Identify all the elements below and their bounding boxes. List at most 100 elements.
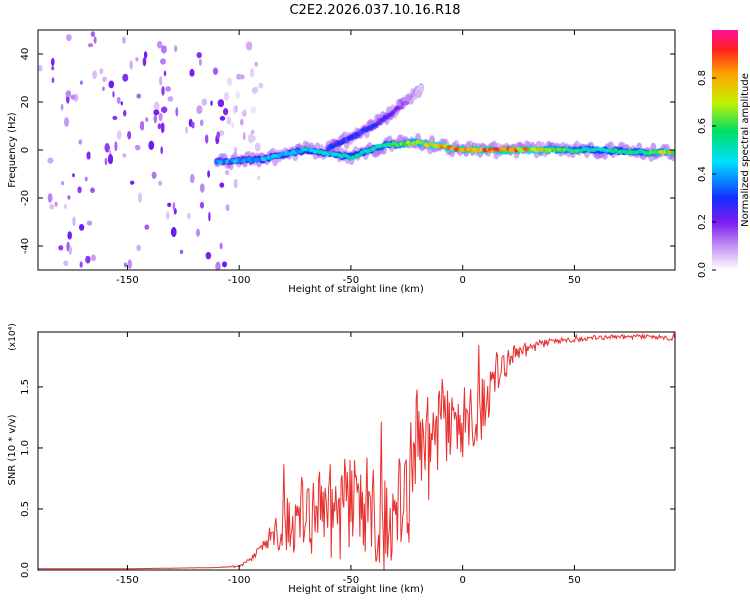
noise-speckle xyxy=(67,195,71,200)
noise-speckle xyxy=(79,80,83,85)
noise-speckle xyxy=(157,123,162,130)
snr-scale-label: (x10⁴) xyxy=(8,323,18,350)
noise-speckle xyxy=(142,57,147,67)
noise-speckle xyxy=(151,171,157,179)
colorbar-tick-label: 0.4 xyxy=(697,166,708,182)
spectrogram-ylabel: Frequency (Hz) xyxy=(7,112,18,188)
noise-speckle xyxy=(51,57,55,67)
noise-speckle xyxy=(66,34,72,42)
noise-speckle xyxy=(85,256,91,264)
spectrogram-panel: -150 -100 -50 0 50 -40 -20 0 20 40 Height of stra… xyxy=(7,29,676,295)
y-tick-label: -20 xyxy=(20,190,31,206)
noise-speckle xyxy=(127,259,132,270)
noise-speckle xyxy=(246,41,253,51)
noise-speckle xyxy=(179,249,184,254)
noise-speckle xyxy=(240,118,244,126)
x-tick-label: 50 xyxy=(568,575,581,586)
noise-speckle xyxy=(60,103,64,111)
noise-speckle xyxy=(93,36,97,44)
noise-speckle xyxy=(38,65,43,72)
noise-speckle xyxy=(123,110,127,117)
noise-speckle xyxy=(72,216,76,226)
noise-speckle xyxy=(219,182,225,188)
y-tick-label: 0.0 xyxy=(20,562,31,578)
noise-speckle xyxy=(185,126,188,134)
noise-speckle xyxy=(219,116,226,121)
noise-speckle xyxy=(122,36,126,44)
noise-speckle xyxy=(65,90,71,98)
noise-speckle xyxy=(216,131,220,140)
noise-speckle xyxy=(158,113,163,121)
noise-speckle xyxy=(145,117,149,122)
colorbar: 0.0 0.2 0.4 0.6 0.8 Normalized spectral ampl… xyxy=(697,30,750,278)
noise-speckle xyxy=(212,67,219,75)
y-tick-label: 40 xyxy=(20,48,31,61)
noise-speckle xyxy=(47,157,54,164)
noise-speckle xyxy=(108,154,113,164)
noise-speckle xyxy=(163,70,167,77)
noise-speckle xyxy=(200,119,204,127)
noise-speckle xyxy=(233,178,238,189)
noise-speckle xyxy=(49,204,54,210)
noise-speckle xyxy=(135,57,139,62)
noise-speckle xyxy=(143,51,148,59)
noise-speckle xyxy=(160,146,163,155)
noise-speckle xyxy=(219,242,223,250)
colorbar-label: Normalized spectral amplitude xyxy=(740,73,750,227)
noise-speckle xyxy=(161,45,167,54)
y-tick-label: 20 xyxy=(20,96,31,109)
noise-speckle xyxy=(77,186,82,194)
noise-speckle xyxy=(86,151,91,160)
main-track-point xyxy=(403,143,409,148)
noise-speckle xyxy=(90,31,96,37)
noise-speckle xyxy=(122,73,129,82)
noise-speckle xyxy=(61,181,65,186)
noise-speckle xyxy=(223,108,229,116)
noise-speckle xyxy=(187,212,191,220)
noise-speckle xyxy=(161,106,168,113)
noise-speckle xyxy=(47,193,53,203)
noise-speckle xyxy=(161,122,165,133)
noise-speckle xyxy=(222,261,227,268)
noise-speckle xyxy=(88,43,94,48)
noise-speckle xyxy=(167,202,172,207)
noise-speckle xyxy=(175,107,179,117)
colorbar-tick-label: 0.2 xyxy=(697,214,708,230)
x-tick-label: -150 xyxy=(116,575,139,586)
noise-speckle xyxy=(120,101,124,106)
snr-ticks: -150 -100 -50 0 50 0.0 0.5 1.0 1.5 xyxy=(20,332,675,586)
y-tick-label: 1.0 xyxy=(20,440,31,456)
noise-speckle xyxy=(167,96,174,102)
noise-speckle xyxy=(130,180,135,185)
noise-speckle xyxy=(190,174,195,183)
upper-branch-point xyxy=(418,86,424,91)
upper-branch-point xyxy=(398,105,404,110)
noise-speckle xyxy=(102,86,105,92)
noise-speckle xyxy=(70,94,76,100)
noise-speckle xyxy=(104,157,108,166)
main-track-point xyxy=(671,150,675,155)
noise-speckle xyxy=(153,101,160,111)
noise-speckle xyxy=(67,231,72,240)
noise-speckle xyxy=(68,246,73,255)
colorbar-tick-label: 0.8 xyxy=(697,70,708,86)
noise-speckle xyxy=(104,143,110,153)
noise-speckle xyxy=(72,173,75,178)
noise-speckle xyxy=(242,110,247,117)
x-tick-label: -100 xyxy=(228,275,251,286)
snr-plot-area xyxy=(38,332,675,570)
noise-speckle xyxy=(234,105,238,113)
x-tick-label: 50 xyxy=(568,275,581,286)
snr-panel: -150 -100 -50 0 50 0.0 0.5 1.0 1.5 Height of str… xyxy=(7,323,676,595)
y-tick-label: 0 xyxy=(20,147,31,153)
noise-speckle xyxy=(205,134,209,144)
noise-speckle xyxy=(87,220,92,226)
noise-speckle xyxy=(248,133,254,143)
noise-speckle xyxy=(161,86,165,96)
noise-speckle xyxy=(196,228,200,237)
noise-speckle xyxy=(122,153,127,158)
noise-speckle xyxy=(78,139,83,145)
noise-speckle xyxy=(159,76,163,86)
noise-speckle xyxy=(218,130,225,137)
